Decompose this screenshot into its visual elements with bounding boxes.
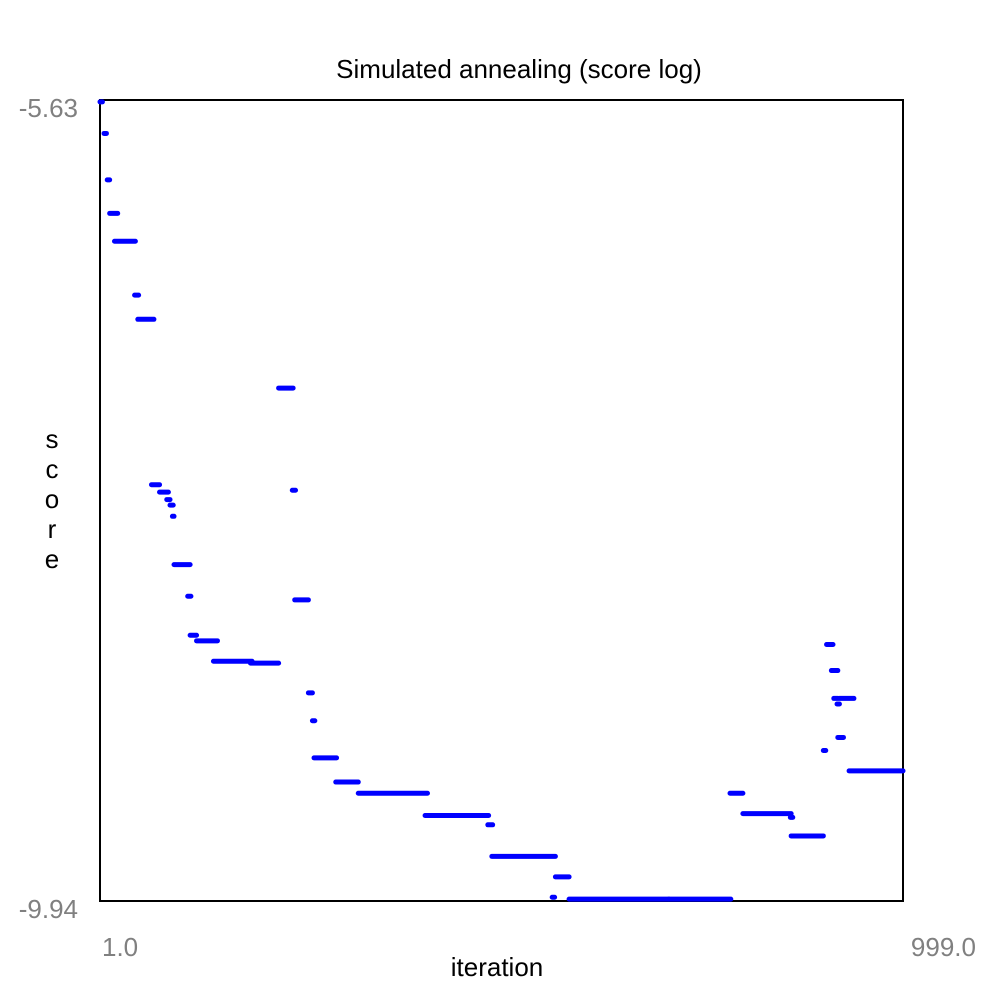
y-tick-label-max: -5.63 (19, 93, 78, 123)
plot-frame (99, 99, 904, 902)
data-points (97, 99, 906, 902)
y-tick-label-min: -9.94 (19, 894, 78, 924)
x-tick-label-min: 1.0 (102, 932, 138, 962)
x-axis-label: iteration (451, 952, 544, 982)
chart-title: Simulated annealing (score log) (336, 54, 702, 84)
x-tick-label-max: 999.0 (911, 932, 976, 962)
